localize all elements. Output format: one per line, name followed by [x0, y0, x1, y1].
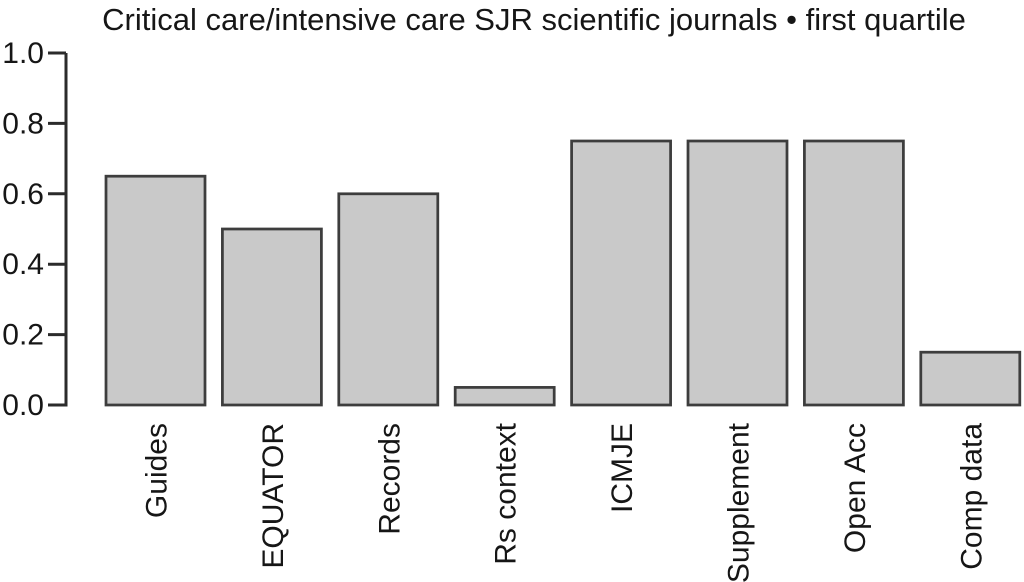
y-axis-tick-label: 0.6: [2, 178, 44, 211]
y-axis-tick-label: 0.4: [2, 248, 44, 281]
y-axis-tick-label: 0.0: [2, 389, 44, 422]
chart-title: Critical care/intensive care SJR scienti…: [102, 2, 966, 37]
x-axis-category-label: Comp data: [955, 423, 988, 570]
x-axis-category-label: EQUATOR: [257, 423, 290, 569]
y-axis-tick-label: 0.2: [2, 319, 44, 352]
bar: [453, 386, 556, 407]
bar: [919, 350, 1022, 407]
x-axis-category-label: Rs context: [490, 422, 523, 564]
x-axis-category-label: Guides: [141, 423, 174, 518]
x-axis-category-label: ICMJE: [606, 423, 639, 513]
x-axis-category-label: Records: [373, 423, 406, 535]
bar: [570, 139, 672, 407]
y-axis-tick-label: 1.0: [2, 37, 44, 70]
bar: [337, 192, 440, 407]
bar: [104, 174, 207, 407]
y-axis-tick-label: 0.8: [2, 107, 44, 140]
bar: [686, 139, 789, 407]
bar: [221, 227, 323, 407]
x-axis-category-label: Supplement: [723, 422, 756, 582]
plot-area: 0.0 0.2 0.4 0.6 0.8 1.0 Guides EQUATOR Records Rs…: [2, 37, 1022, 582]
x-axis-category-label: Open Acc: [839, 423, 872, 553]
bar: [803, 139, 905, 407]
